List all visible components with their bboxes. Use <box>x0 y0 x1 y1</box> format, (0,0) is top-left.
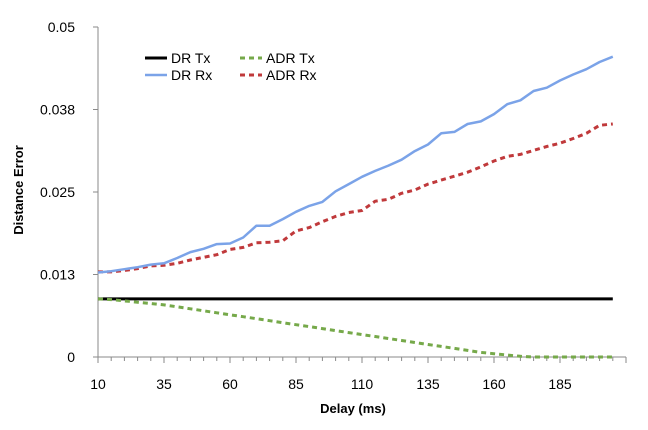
y-tick-label: 0.025 <box>40 184 75 200</box>
series-group <box>97 55 614 359</box>
x-tick-label: 185 <box>548 376 572 392</box>
legend-label: DR Tx <box>171 50 210 66</box>
x-tick-label: 85 <box>288 376 304 392</box>
y-tick-label: 0.05 <box>48 19 75 35</box>
y-tick-label: 0.013 <box>40 267 75 283</box>
legend-label: ADR Tx <box>266 50 315 66</box>
x-tick-label: 135 <box>416 376 440 392</box>
x-tick-label: 35 <box>156 376 172 392</box>
y-tick-label: 0 <box>67 349 75 365</box>
y-tick-label: 0.038 <box>40 102 75 118</box>
x-tick-label: 110 <box>351 376 374 392</box>
series-line-adr-tx <box>97 297 613 359</box>
x-axis-title: Delay (ms) <box>320 401 386 416</box>
x-tick-label: 10 <box>90 376 106 392</box>
y-axis-title: Distance Error <box>11 145 26 235</box>
series-line-adr-rx <box>98 122 613 274</box>
series-line-dr-rx <box>97 55 614 274</box>
x-tick-label: 60 <box>222 376 238 392</box>
x-tick-label: 160 <box>482 376 506 392</box>
legend-label: DR Rx <box>171 67 212 83</box>
legend-label: ADR Rx <box>266 67 317 83</box>
ticks: 10 35 60 85 110 135 160 185 0 0.013 0.025 0.038 0.05 <box>40 19 627 392</box>
